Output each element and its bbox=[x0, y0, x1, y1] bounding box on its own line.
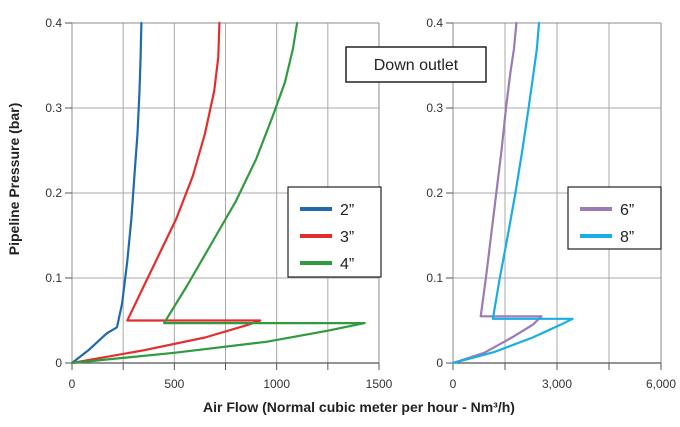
right-panel: 0 0.1 0.2 0.3 0.4 0 3,000 6,000 6” 8” bbox=[426, 16, 676, 391]
series-line-6-inch bbox=[451, 21, 543, 365]
right-legend-box bbox=[567, 186, 662, 250]
annotation-text: Down outlet bbox=[374, 57, 459, 74]
right-y-tick-label: 0.4 bbox=[426, 16, 443, 30]
left-y-tick-label: 0 bbox=[55, 356, 62, 370]
left-x-tick-label: 1000 bbox=[263, 377, 290, 391]
left-y-tick-label: 0.1 bbox=[45, 271, 62, 285]
series-line-8-inch bbox=[451, 21, 574, 365]
series-line-3-inch bbox=[70, 21, 262, 365]
left-x-tick-label: 500 bbox=[164, 377, 184, 391]
series-line-2-inch bbox=[70, 21, 143, 365]
down-outlet-annotation: Down outlet bbox=[345, 46, 487, 83]
left-y-tick-label: 0.2 bbox=[45, 186, 62, 200]
legend-label-8-inch: 8” bbox=[620, 229, 634, 246]
left-y-tick-label: 0.3 bbox=[45, 101, 62, 115]
right-x-tick-label: 3,000 bbox=[542, 377, 572, 391]
right-y-tick-label: 0.1 bbox=[426, 271, 443, 285]
right-x-tick-label: 6,000 bbox=[646, 377, 676, 391]
y-axis-label: Pipeline Pressure (bar) bbox=[6, 103, 22, 256]
left-x-tick-label: 1500 bbox=[366, 377, 393, 391]
left-legend-box bbox=[287, 186, 382, 278]
legend-label-3-inch: 3” bbox=[340, 229, 354, 246]
left-y-tick-label: 0.4 bbox=[45, 16, 62, 30]
right-y-tick-label: 0.3 bbox=[426, 101, 443, 115]
legend-label-4-inch: 4” bbox=[340, 256, 354, 273]
series-line-4-inch bbox=[70, 21, 366, 365]
x-axis-label: Air Flow (Normal cubic meter per hour - … bbox=[203, 399, 515, 415]
legend-label-6-inch: 6” bbox=[620, 202, 634, 219]
legend-label-2-inch: 2” bbox=[340, 202, 354, 219]
right-x-tick-label: 0 bbox=[450, 377, 457, 391]
right-y-tick-label: 0 bbox=[436, 356, 443, 370]
right-y-tick-label: 0.2 bbox=[426, 186, 443, 200]
left-x-tick-label: 0 bbox=[69, 377, 76, 391]
left-legend: 2” 3” 4” bbox=[287, 186, 382, 278]
right-legend: 6” 8” bbox=[567, 186, 662, 250]
left-panel: 0 0.1 0.2 0.3 0.4 0 500 1000 1500 2” 3” 4” bbox=[45, 16, 392, 391]
